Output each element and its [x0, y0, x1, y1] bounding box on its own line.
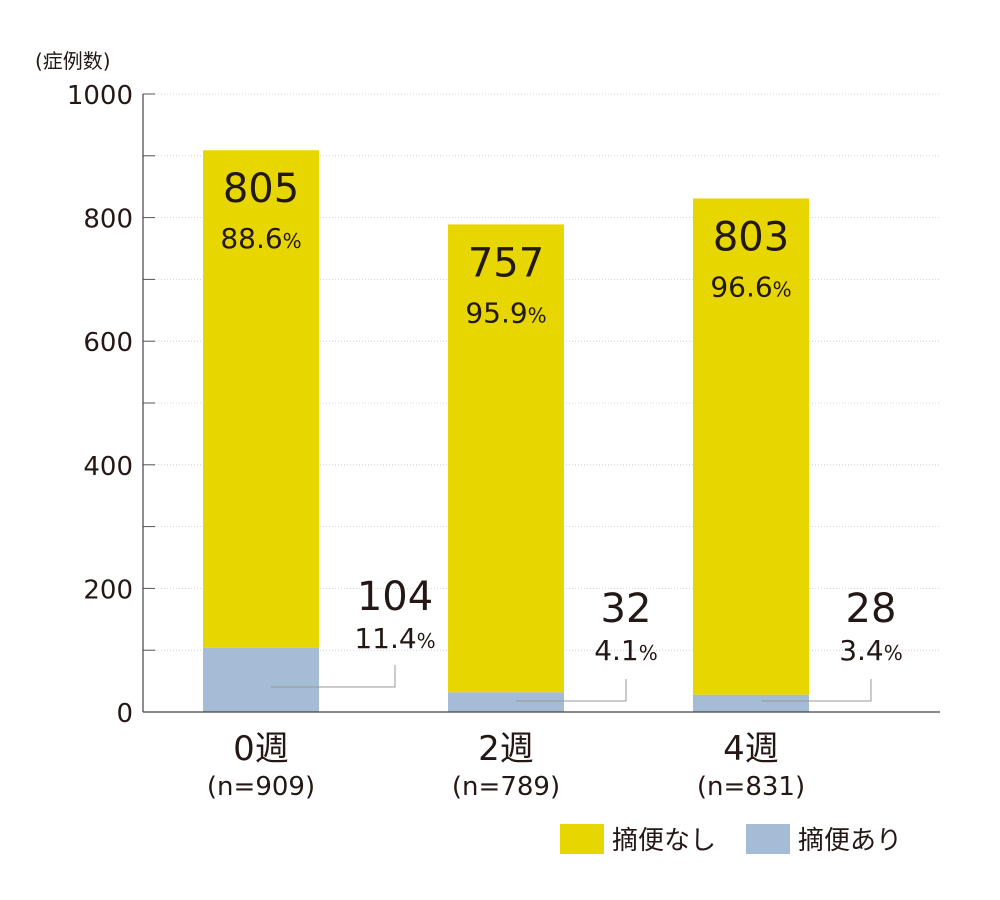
x-category-sublabel: (n=831) — [697, 772, 805, 802]
percent-sign: % — [884, 641, 903, 665]
value-label-no-disimpaction: 805 — [223, 166, 299, 212]
legend-label-no-disimpaction: 摘便なし — [612, 826, 717, 856]
x-category-label: 4週 — [723, 729, 779, 769]
callout-leader — [516, 679, 627, 702]
legend-swatch-yellow — [560, 823, 604, 854]
bars — [203, 150, 809, 712]
value-label-disimpaction: 28 — [846, 586, 897, 632]
legend-item-no-disimpaction: 摘便なし — [560, 820, 716, 857]
y-tick-label: 600 — [83, 328, 133, 358]
y-tick-label: 0 — [116, 699, 133, 729]
percent-sign: % — [528, 303, 547, 327]
y-tick-label: 800 — [83, 205, 133, 235]
bar-disimpaction — [203, 647, 319, 712]
value-label-disimpaction: 104 — [357, 574, 433, 620]
percent-sign: % — [283, 229, 302, 253]
callout-leader — [271, 665, 396, 688]
value-label-no-disimpaction: 757 — [468, 240, 544, 286]
value-label-no-disimpaction: 803 — [713, 214, 789, 260]
bar-disimpaction — [448, 692, 564, 712]
legend-swatch-blue — [746, 823, 791, 854]
callout-leaders — [271, 665, 872, 702]
legend: 摘便なし 摘便あり — [560, 820, 902, 857]
y-tick-label: 200 — [83, 575, 133, 605]
data-labels: 80588.6%10411.4%75795.9%324.1%80396.6%28… — [220, 166, 902, 667]
y-axis-label: (症例数) — [35, 49, 111, 73]
legend-label-disimpaction: 摘便あり — [798, 826, 903, 856]
percent-label-disimpaction: 3.4% — [839, 634, 903, 667]
percent-label-disimpaction: 4.1% — [594, 634, 658, 667]
percent-sign: % — [773, 277, 792, 301]
value-label-disimpaction: 32 — [601, 586, 652, 632]
bar-no-disimpaction — [203, 150, 319, 648]
legend-item-disimpaction: 摘便あり — [746, 820, 902, 857]
x-category-sublabel: (n=909) — [207, 772, 315, 802]
x-category-label: 0週 — [233, 729, 289, 769]
percent-sign: % — [417, 629, 436, 653]
x-category-sublabel: (n=789) — [452, 772, 560, 802]
y-tick-label: 400 — [83, 452, 133, 482]
percent-label-disimpaction: 11.4% — [354, 622, 435, 655]
bar-no-disimpaction — [448, 224, 564, 693]
bar-disimpaction — [693, 694, 809, 712]
percent-sign: % — [639, 641, 658, 665]
x-category-label: 2週 — [478, 729, 534, 769]
y-tick-label: 1000 — [67, 81, 133, 111]
axes: 0 200 400 600 800 1000 0週(n=909) 2週(n=789) 4週(n=… — [67, 81, 940, 802]
bar-no-disimpaction — [693, 198, 809, 695]
callout-leader — [761, 679, 872, 702]
